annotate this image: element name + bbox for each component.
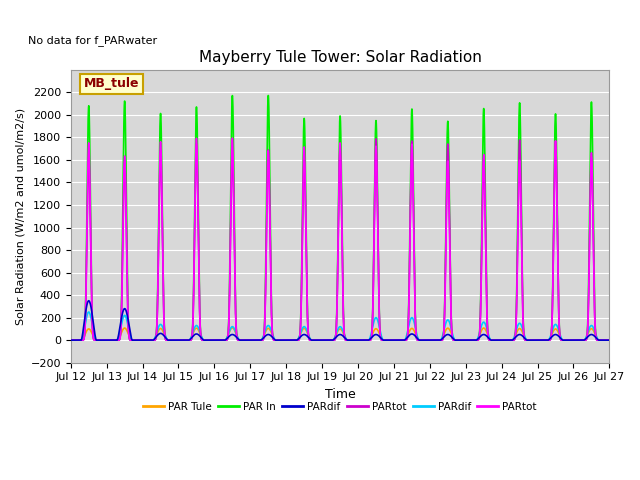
Line: PAR In: PAR In	[71, 96, 609, 340]
PAR Tule	[217, 337, 225, 343]
PARtot	[217, 337, 225, 343]
PARtot	[67, 337, 75, 343]
PARtot	[67, 337, 75, 343]
PARtot	[257, 337, 265, 343]
PAR In	[605, 337, 613, 343]
PAR Tule	[330, 337, 337, 343]
PARdif	[257, 337, 265, 343]
PAR Tule	[605, 337, 613, 343]
PARdif	[554, 332, 561, 338]
PARtot	[522, 337, 529, 343]
Line: PARdif: PARdif	[71, 301, 609, 340]
PARtot	[605, 337, 613, 343]
PARdif	[217, 337, 225, 343]
PARdif	[85, 309, 93, 315]
PARtot	[228, 135, 236, 141]
PARtot	[217, 337, 225, 343]
PARdif	[605, 337, 613, 343]
PARdif	[330, 337, 337, 343]
PAR In	[522, 337, 529, 343]
PARdif	[67, 337, 75, 343]
Line: PARtot: PARtot	[71, 138, 609, 340]
PARtot	[330, 337, 337, 343]
PARtot	[330, 337, 337, 343]
PAR In	[537, 337, 545, 343]
PARtot	[537, 337, 545, 343]
Legend: PAR Tule, PAR In, PARdif, PARtot, PARdif, PARtot: PAR Tule, PAR In, PARdif, PARtot, PARdif…	[140, 398, 541, 416]
PARtot	[257, 337, 265, 343]
PAR Tule	[257, 337, 265, 343]
Text: MB_tule: MB_tule	[84, 77, 140, 90]
PARdif	[67, 337, 75, 343]
PARtot	[554, 212, 561, 218]
PARtot	[522, 337, 529, 343]
PARdif	[217, 337, 225, 343]
PARdif	[522, 336, 529, 341]
Title: Mayberry Tule Tower: Solar Radiation: Mayberry Tule Tower: Solar Radiation	[198, 49, 481, 64]
PAR In	[67, 337, 75, 343]
Line: PARtot: PARtot	[71, 139, 609, 340]
PAR In	[217, 337, 225, 343]
Line: PARdif: PARdif	[71, 312, 609, 340]
PARtot	[372, 136, 380, 142]
PAR In	[257, 337, 265, 343]
PARdif	[554, 323, 561, 329]
PARdif	[330, 337, 337, 343]
PAR In	[554, 195, 561, 201]
PAR Tule	[522, 336, 529, 342]
PAR In	[330, 337, 337, 343]
PARdif	[605, 337, 613, 343]
PAR In	[264, 93, 272, 98]
Text: No data for f_PARwater: No data for f_PARwater	[28, 36, 157, 47]
PARdif	[85, 298, 93, 304]
PARtot	[605, 337, 613, 343]
PAR Tule	[554, 327, 561, 333]
PARdif	[257, 337, 265, 343]
PARdif	[522, 336, 529, 342]
PAR Tule	[537, 337, 545, 343]
PARdif	[537, 337, 545, 343]
PARtot	[554, 212, 561, 218]
PARtot	[537, 337, 545, 343]
X-axis label: Time: Time	[324, 388, 355, 401]
Line: PAR Tule: PAR Tule	[71, 328, 609, 340]
PAR Tule	[228, 325, 236, 331]
Y-axis label: Solar Radiation (W/m2 and umol/m2/s): Solar Radiation (W/m2 and umol/m2/s)	[15, 108, 25, 325]
PARdif	[537, 337, 545, 343]
PAR Tule	[67, 337, 75, 343]
